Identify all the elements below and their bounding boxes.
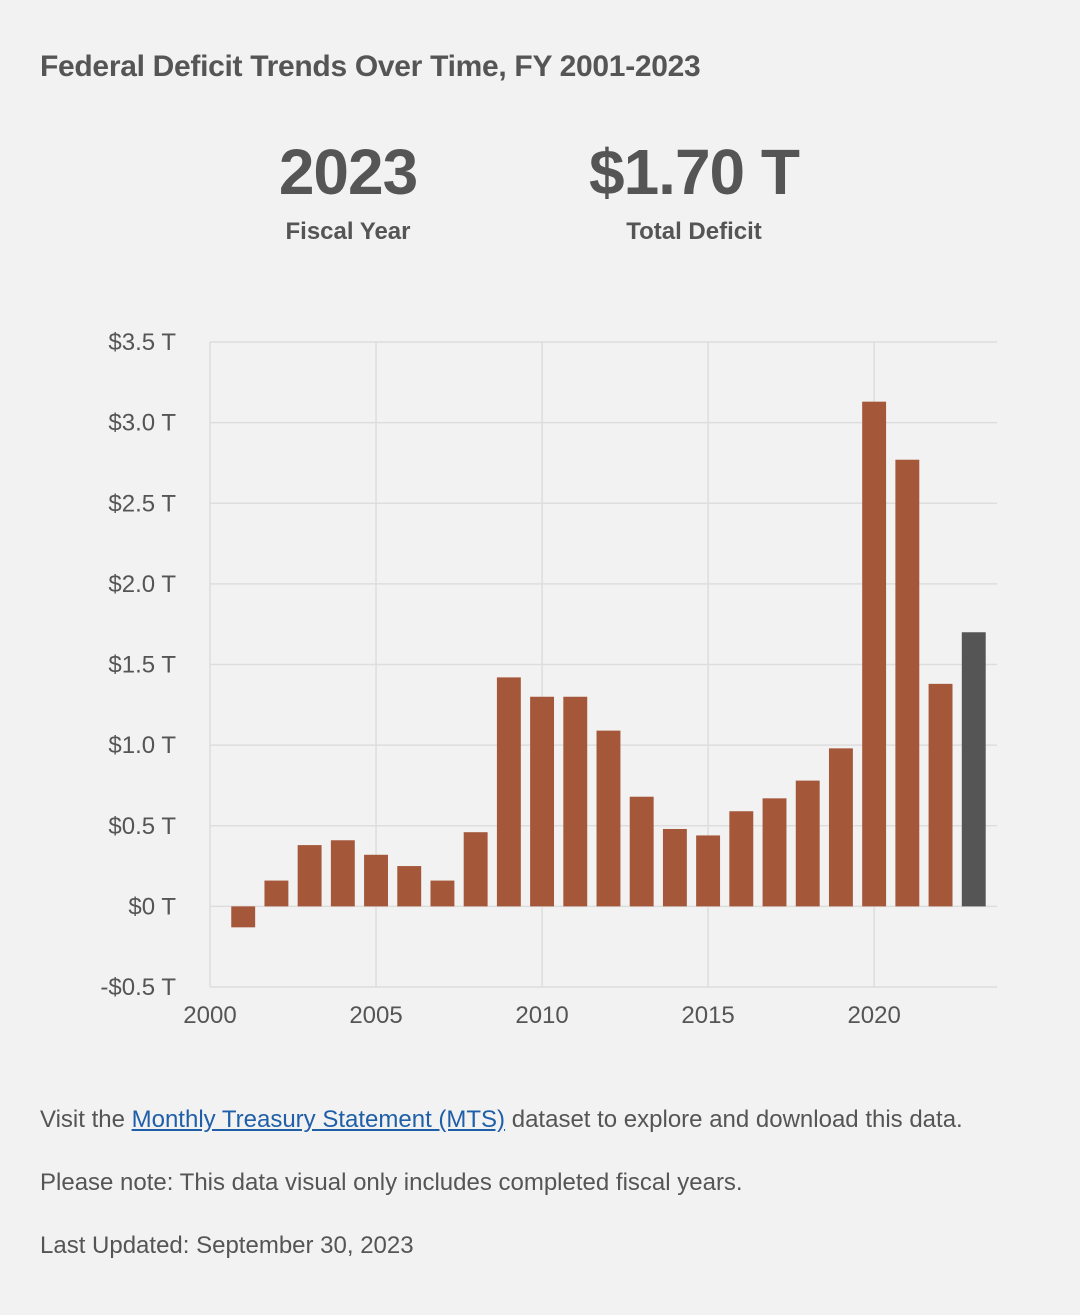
visit-prefix: Visit the bbox=[40, 1106, 132, 1133]
dataset-note: Visit the Monthly Treasury Statement (MT… bbox=[40, 1106, 963, 1134]
fiscal-year-label: Fiscal Year bbox=[285, 218, 411, 245]
y-tick-label: $0 T bbox=[128, 893, 176, 920]
fiscal-year-kpi: 2023 Fiscal Year bbox=[228, 130, 468, 246]
y-tick-label: $3.0 T bbox=[108, 410, 176, 437]
last-updated: Last Updated: September 30, 2023 bbox=[40, 1232, 414, 1259]
deficit-bar-2001 bbox=[231, 906, 256, 928]
deficit-bar-2014 bbox=[662, 828, 687, 907]
deficit-bar-chart: -$0.5 T $0 T $0.5 T $1.0 T $1.5 T $2.0 T $2.5 … bbox=[100, 329, 997, 1029]
y-tick-label: $2.0 T bbox=[108, 571, 176, 598]
total-deficit-kpi: $1.70 T Total Deficit bbox=[554, 130, 834, 246]
deficit-bar-2022 bbox=[928, 683, 953, 907]
x-tick-label: 2005 bbox=[349, 1002, 402, 1029]
total-deficit-label: Total Deficit bbox=[626, 218, 762, 245]
completed-years-note: Please note: This data visual only inclu… bbox=[40, 1169, 743, 1196]
deficit-bar-2010 bbox=[530, 696, 555, 907]
page-title: Federal Deficit Trends Over Time, FY 200… bbox=[40, 50, 701, 83]
x-tick-label: 2010 bbox=[515, 1002, 568, 1029]
deficit-bar-2015 bbox=[696, 835, 721, 907]
deficit-bar-2018 bbox=[795, 780, 820, 907]
y-tick-label: -$0.5 T bbox=[100, 974, 176, 1001]
total-deficit-value: $1.70 T bbox=[588, 136, 800, 208]
deficit-bar-2020 bbox=[862, 401, 887, 907]
deficit-bar-2023 bbox=[961, 632, 986, 907]
deficit-bar-2006 bbox=[397, 866, 422, 907]
deficit-bar-2007 bbox=[430, 880, 455, 907]
y-tick-label: $3.5 T bbox=[108, 329, 176, 356]
x-tick-label: 2020 bbox=[847, 1002, 900, 1029]
mts-dataset-link[interactable]: Monthly Treasury Statement (MTS) bbox=[131, 1106, 506, 1133]
deficit-bar-2008 bbox=[463, 832, 488, 907]
deficit-bar-2013 bbox=[629, 796, 654, 907]
y-tick-label: $0.5 T bbox=[108, 813, 176, 840]
y-tick-label: $2.5 T bbox=[108, 490, 176, 517]
fiscal-year-value: 2023 bbox=[278, 136, 418, 208]
x-tick-label: 2000 bbox=[183, 1002, 236, 1029]
deficit-bar-2004 bbox=[330, 840, 355, 907]
x-tick-label: 2015 bbox=[681, 1002, 734, 1029]
deficit-bar-2003 bbox=[297, 845, 322, 907]
visit-suffix: dataset to explore and download this dat… bbox=[505, 1106, 963, 1133]
y-tick-label: $1.5 T bbox=[108, 652, 176, 679]
deficit-bar-2009 bbox=[496, 677, 521, 907]
deficit-bar-2017 bbox=[762, 798, 787, 907]
y-tick-label: $1.0 T bbox=[108, 732, 176, 759]
deficit-bar-2005 bbox=[364, 854, 388, 907]
deficit-bar-2012 bbox=[596, 730, 621, 907]
deficit-bar-2011 bbox=[563, 696, 588, 907]
deficit-bar-2021 bbox=[895, 459, 920, 907]
deficit-bar-2016 bbox=[729, 811, 754, 907]
deficit-bar-2019 bbox=[828, 748, 853, 907]
deficit-bar-2002 bbox=[264, 880, 289, 907]
